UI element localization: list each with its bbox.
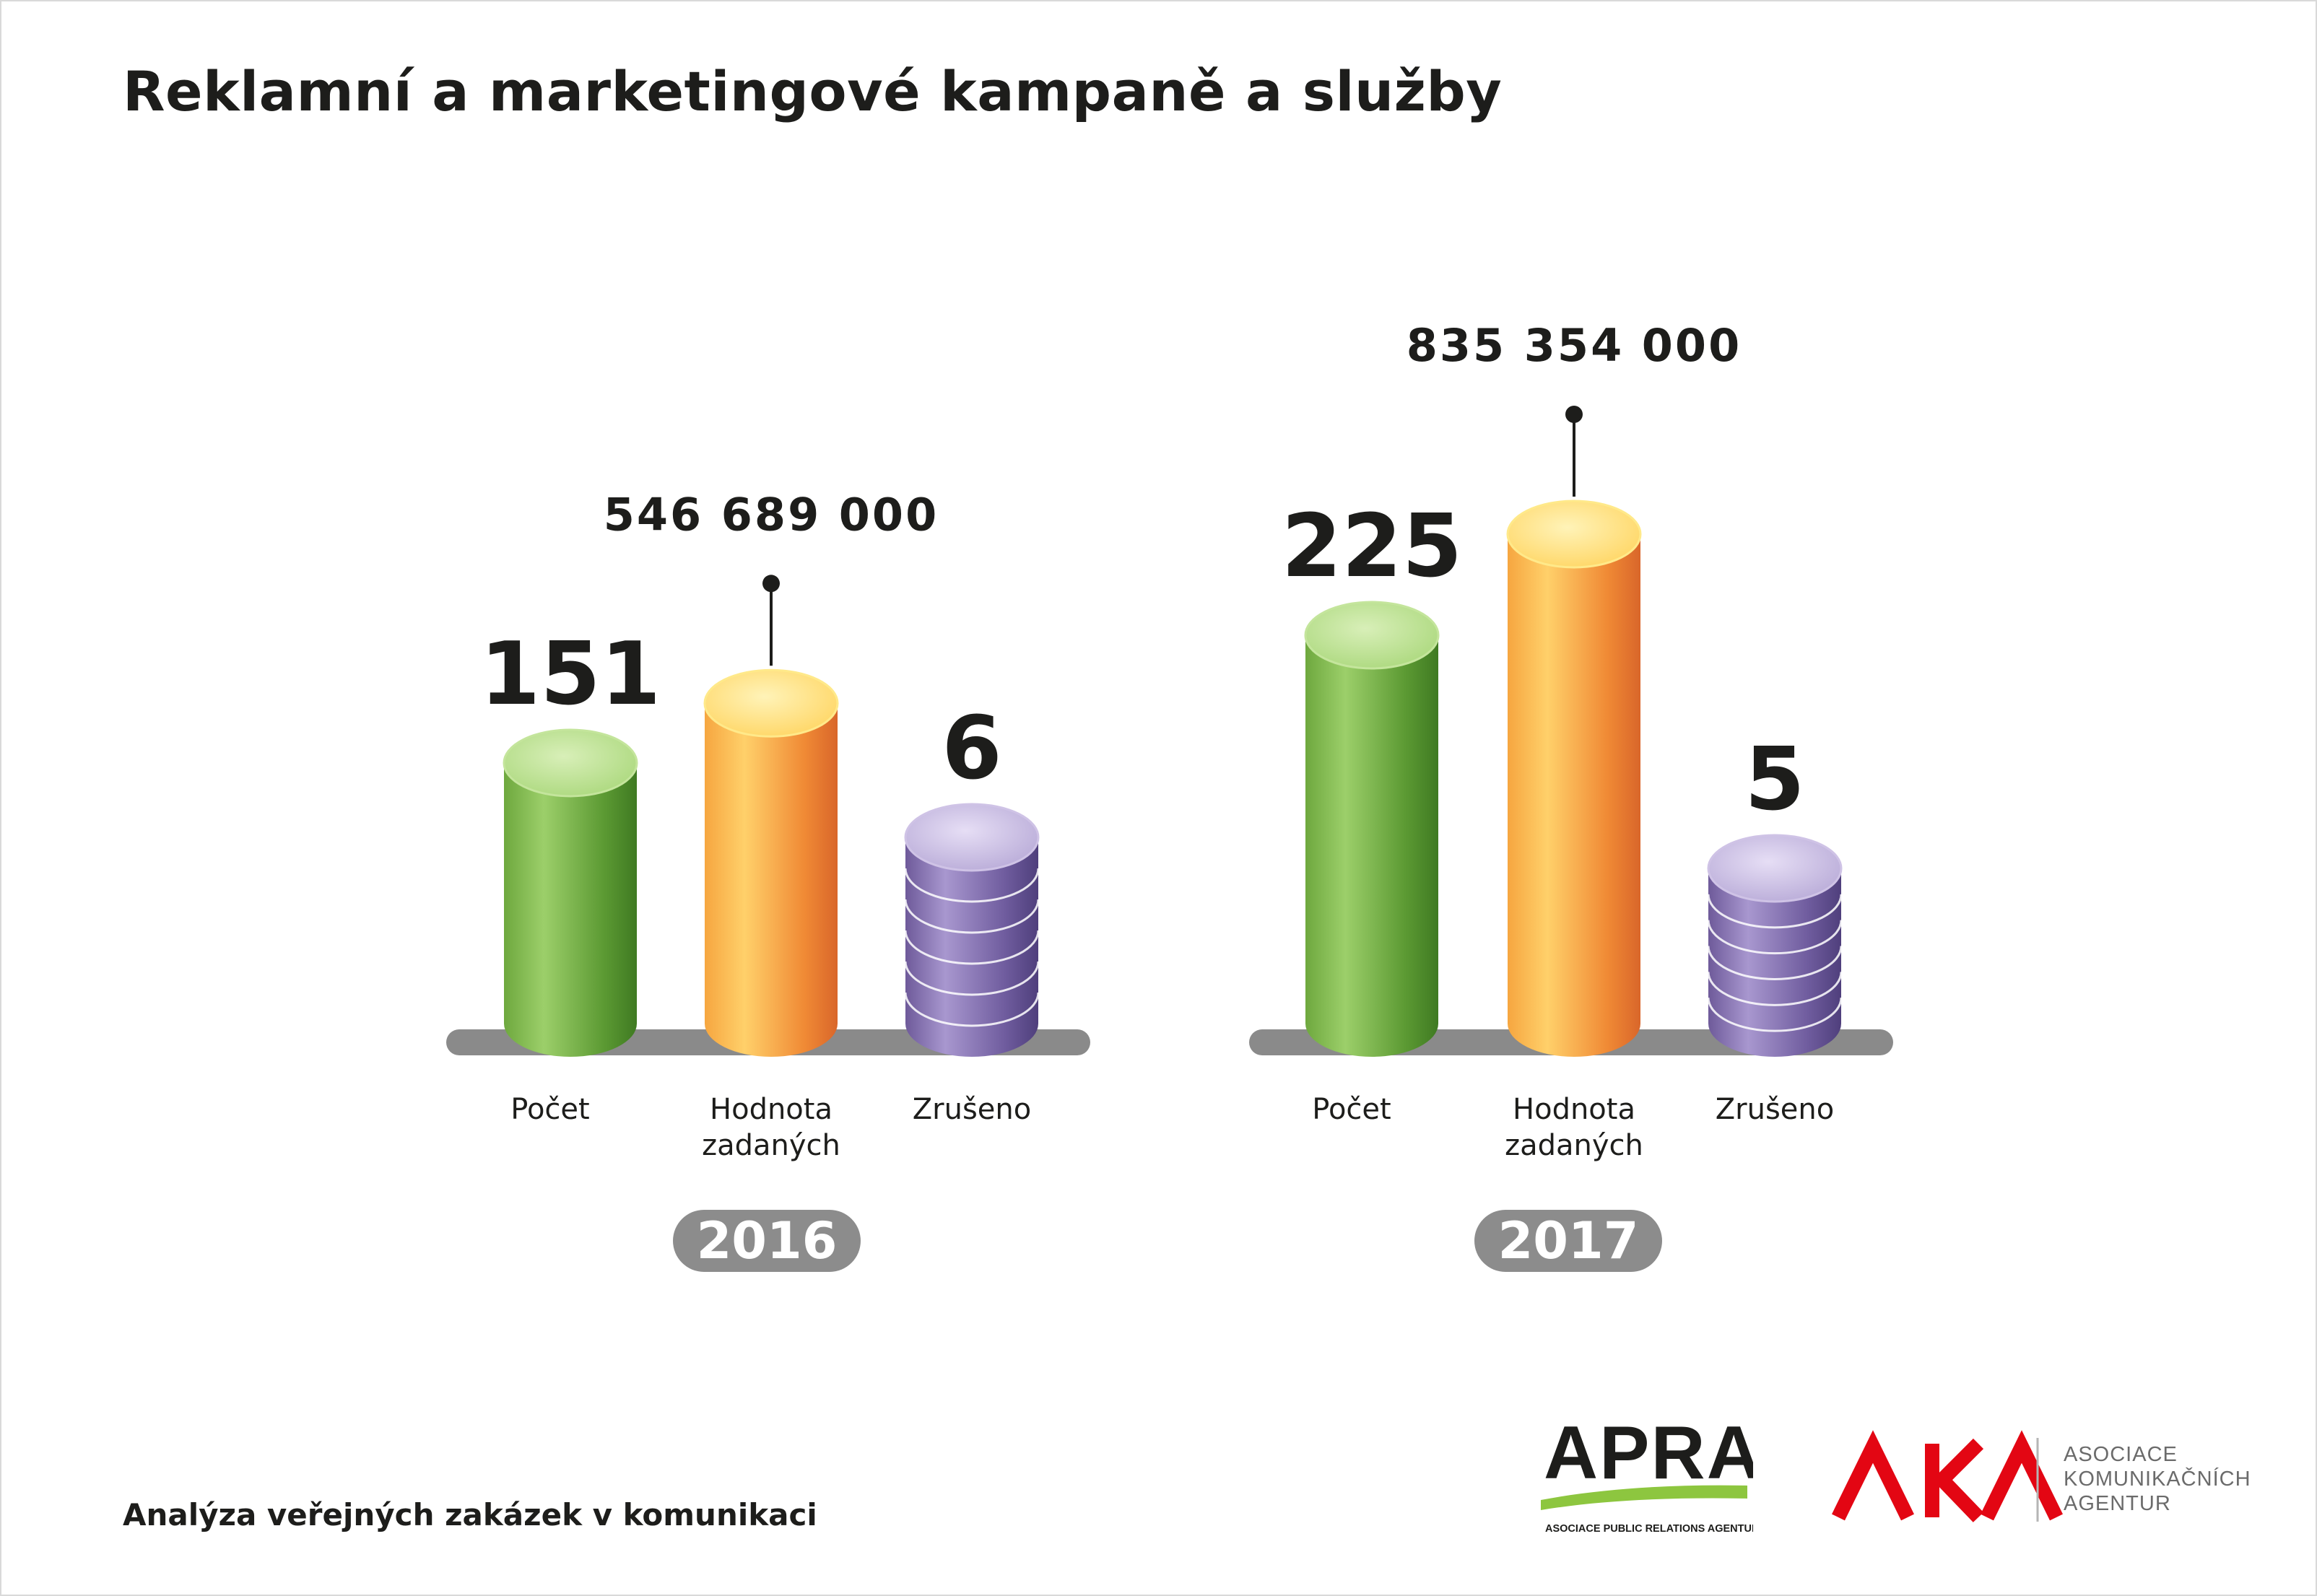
disc-ring <box>904 868 1040 903</box>
apra-logo: APRA ASOCIACE PUBLIC RELATIONS AGENTUR <box>1541 1415 1753 1535</box>
category-label: Zrušeno <box>913 1093 1031 1126</box>
cylinder-top <box>1707 834 1843 903</box>
cylinder-body <box>1508 534 1640 1057</box>
cylinder-top <box>703 668 839 738</box>
chart-group-2016: 151 Počet 546 689 000 Hodnota zadaných 6 Zruše… <box>446 488 1090 1272</box>
value-label: 225 <box>1282 497 1463 597</box>
chart-title: Reklamní a marketingové kampaně a služby <box>123 59 1503 123</box>
disc-ring <box>904 992 1040 1027</box>
bar-2016-2: 6 <box>904 699 1040 1057</box>
cylinder-top <box>503 728 638 798</box>
bar-2016-0: 151 <box>480 624 661 1057</box>
category-label-line: Zrušeno <box>913 1093 1031 1126</box>
aka-line-3: AGENTUR <box>2064 1492 2171 1515</box>
value-label: 546 689 000 <box>604 488 939 541</box>
year-pill <box>673 1210 861 1272</box>
footer-text: Analýza veřejných zakázek v komunikaci <box>123 1497 817 1532</box>
category-label: Počet <box>1312 1093 1391 1126</box>
category-label: Hodnota zadaných <box>1505 1093 1643 1162</box>
apra-wordmark: APRA <box>1544 1415 1753 1495</box>
value-leader-dot <box>1565 406 1583 423</box>
disc-ring <box>1707 920 1843 955</box>
cylinder-body <box>1708 868 1841 1057</box>
cylinder-top <box>904 803 1040 872</box>
apra-swoosh <box>1541 1485 1747 1510</box>
bar-2017-0: 225 <box>1282 497 1463 1057</box>
cylinder-body <box>504 762 637 1057</box>
disc-ring <box>904 899 1040 934</box>
category-label: Hodnota zadaných <box>702 1093 840 1162</box>
cylinder-body <box>1305 635 1438 1057</box>
category-label-line: Hodnota <box>710 1093 833 1126</box>
value-label: 5 <box>1744 730 1805 830</box>
category-label-line: Zrušeno <box>1716 1093 1834 1126</box>
category-label: Zrušeno <box>1716 1093 1834 1126</box>
aka-name: ASOCIACE KOMUNIKAČNÍCH AGENTUR <box>2064 1442 2251 1516</box>
category-label-line: Hodnota <box>1513 1093 1635 1126</box>
disc-ring <box>904 930 1040 965</box>
aka-logo <box>1832 1430 2063 1522</box>
bar-2017-2: 5 <box>1707 730 1843 1057</box>
category-label-line: zadaných <box>1505 1129 1643 1162</box>
cylinder-top <box>1304 601 1440 670</box>
bar-2016-1: 546 689 000 <box>604 488 939 1057</box>
value-label: 151 <box>480 624 661 725</box>
year-label: 2017 <box>1498 1211 1639 1270</box>
aka-line-1: ASOCIACE <box>2064 1443 2178 1466</box>
disc-ring <box>904 961 1040 996</box>
apra-tagline: ASOCIACE PUBLIC RELATIONS AGENTUR <box>1545 1523 1753 1535</box>
year-pill <box>1474 1210 1662 1272</box>
disc-ring <box>1707 946 1843 980</box>
category-label: Počet <box>510 1093 589 1126</box>
cylinder-top <box>1506 500 1642 569</box>
bar-2017-1: 835 354 000 <box>1407 319 1742 1057</box>
disc-ring <box>1707 998 1843 1032</box>
category-label-line: Počet <box>1312 1093 1391 1126</box>
year-label: 2016 <box>697 1211 838 1270</box>
category-label-line: zadaných <box>702 1129 840 1162</box>
cylinder-body <box>905 837 1038 1057</box>
cylinder-body <box>705 703 838 1057</box>
aka-line-2: KOMUNIKAČNÍCH <box>2064 1468 2251 1491</box>
value-label: 835 354 000 <box>1407 319 1742 372</box>
value-label: 6 <box>942 699 1002 799</box>
disc-ring <box>1707 894 1843 929</box>
chart-group-2017: 225 Počet 835 354 000 Hodnota zadaných 5 Zruše… <box>1249 319 1893 1272</box>
category-label-line: Počet <box>510 1093 589 1126</box>
aka-mark <box>1832 1430 2063 1522</box>
disc-ring <box>1707 972 1843 1006</box>
value-leader-dot <box>762 575 780 593</box>
